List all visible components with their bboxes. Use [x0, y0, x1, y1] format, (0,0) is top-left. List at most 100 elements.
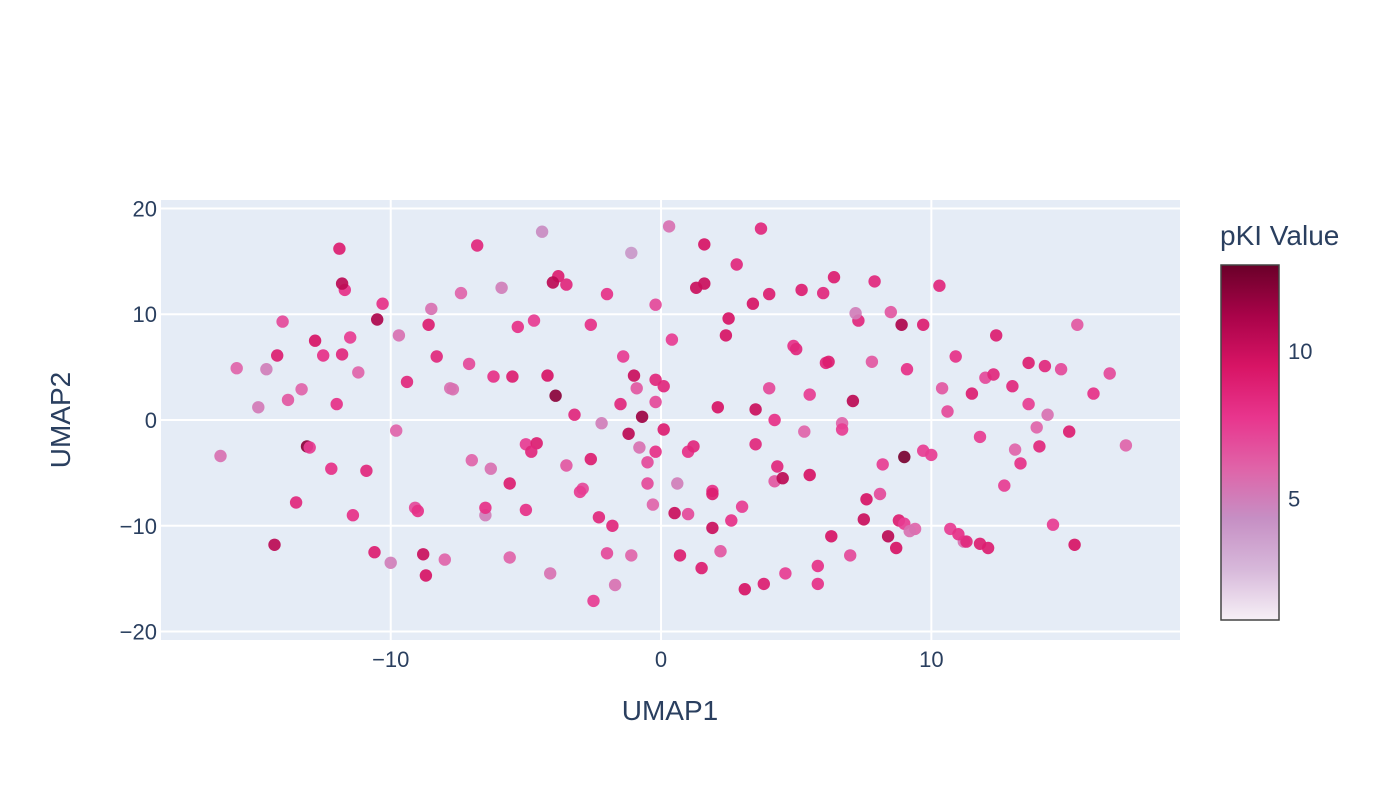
data-point [479, 501, 492, 514]
data-point [749, 403, 762, 416]
data-point [630, 382, 643, 395]
data-point [935, 382, 949, 395]
data-point [573, 485, 587, 499]
data-point [560, 459, 573, 472]
data-point [706, 487, 719, 501]
data-point [422, 318, 435, 331]
data-point [811, 577, 824, 591]
x-tick-label: −10 [372, 647, 409, 672]
data-point [1030, 421, 1043, 434]
colorbar-ticks: 5 10 [1288, 339, 1312, 512]
data-point [535, 225, 549, 238]
data-point [873, 487, 887, 501]
data-point [1054, 363, 1068, 376]
data-point [1103, 367, 1116, 380]
data-point [276, 315, 289, 328]
data-point [1038, 359, 1052, 373]
data-point [779, 567, 792, 580]
data-point [763, 382, 776, 395]
data-point [495, 281, 508, 294]
data-point [960, 535, 973, 548]
data-point [544, 567, 557, 580]
data-point [738, 583, 751, 596]
data-point [665, 333, 679, 346]
data-point [662, 220, 676, 233]
data-point [595, 417, 608, 430]
data-point [865, 355, 879, 368]
data-point [895, 318, 908, 331]
data-point [719, 329, 733, 342]
data-point [289, 496, 303, 509]
data-point [822, 355, 835, 368]
data-point [614, 397, 627, 411]
data-point [776, 472, 789, 485]
data-point [714, 545, 727, 558]
data-point [527, 314, 541, 327]
data-point [506, 370, 519, 383]
data-point [503, 551, 516, 564]
x-tick-label: 0 [655, 647, 667, 672]
data-point [725, 514, 738, 527]
data-point [1022, 356, 1035, 370]
data-point [487, 370, 500, 383]
data-point [465, 454, 478, 467]
data-point [600, 287, 614, 301]
data-point [608, 578, 622, 592]
data-point [271, 349, 284, 362]
data-point [763, 287, 776, 301]
data-point [730, 258, 743, 271]
x-tick-label: 10 [919, 647, 943, 672]
data-point [333, 242, 346, 255]
data-point [671, 477, 684, 490]
data-point [392, 329, 406, 342]
data-point [335, 277, 349, 290]
data-point [860, 493, 873, 506]
y-tick-label: 10 [133, 302, 157, 327]
data-point [252, 401, 265, 414]
data-point [722, 312, 735, 325]
data-point [876, 458, 889, 471]
y-tick-label: 20 [133, 196, 157, 221]
y-tick-label: 0 [145, 408, 157, 433]
data-point [990, 329, 1003, 342]
data-point [368, 546, 381, 559]
data-point [454, 286, 468, 300]
data-point [325, 462, 338, 475]
data-point [825, 530, 838, 543]
data-point [998, 479, 1011, 492]
data-point [646, 498, 660, 511]
data-point [1063, 425, 1076, 438]
data-point [444, 382, 457, 395]
data-point [503, 477, 516, 490]
data-point [438, 553, 451, 566]
data-point [673, 549, 687, 562]
data-point [900, 363, 914, 376]
data-point [846, 394, 860, 408]
colorbar [1220, 264, 1280, 621]
data-point [281, 393, 295, 407]
data-point [625, 549, 638, 562]
data-point [768, 413, 781, 427]
data-point [868, 275, 881, 288]
data-point [471, 239, 484, 252]
data-point [973, 430, 987, 444]
data-point [857, 513, 870, 526]
data-point [568, 408, 581, 421]
data-point [649, 445, 662, 458]
data-point [949, 350, 962, 363]
data-point [890, 541, 903, 555]
data-point [1014, 457, 1027, 470]
data-point [987, 368, 1000, 381]
data-point [511, 320, 524, 334]
data-point [817, 286, 830, 300]
data-point [641, 456, 654, 469]
data-point [592, 511, 606, 524]
data-point [687, 440, 700, 453]
data-point [941, 405, 954, 418]
data-point [376, 297, 389, 310]
data-point [360, 464, 373, 477]
data-point [462, 357, 476, 371]
data-point [425, 302, 438, 316]
data-point [917, 318, 930, 331]
data-point [308, 334, 322, 347]
